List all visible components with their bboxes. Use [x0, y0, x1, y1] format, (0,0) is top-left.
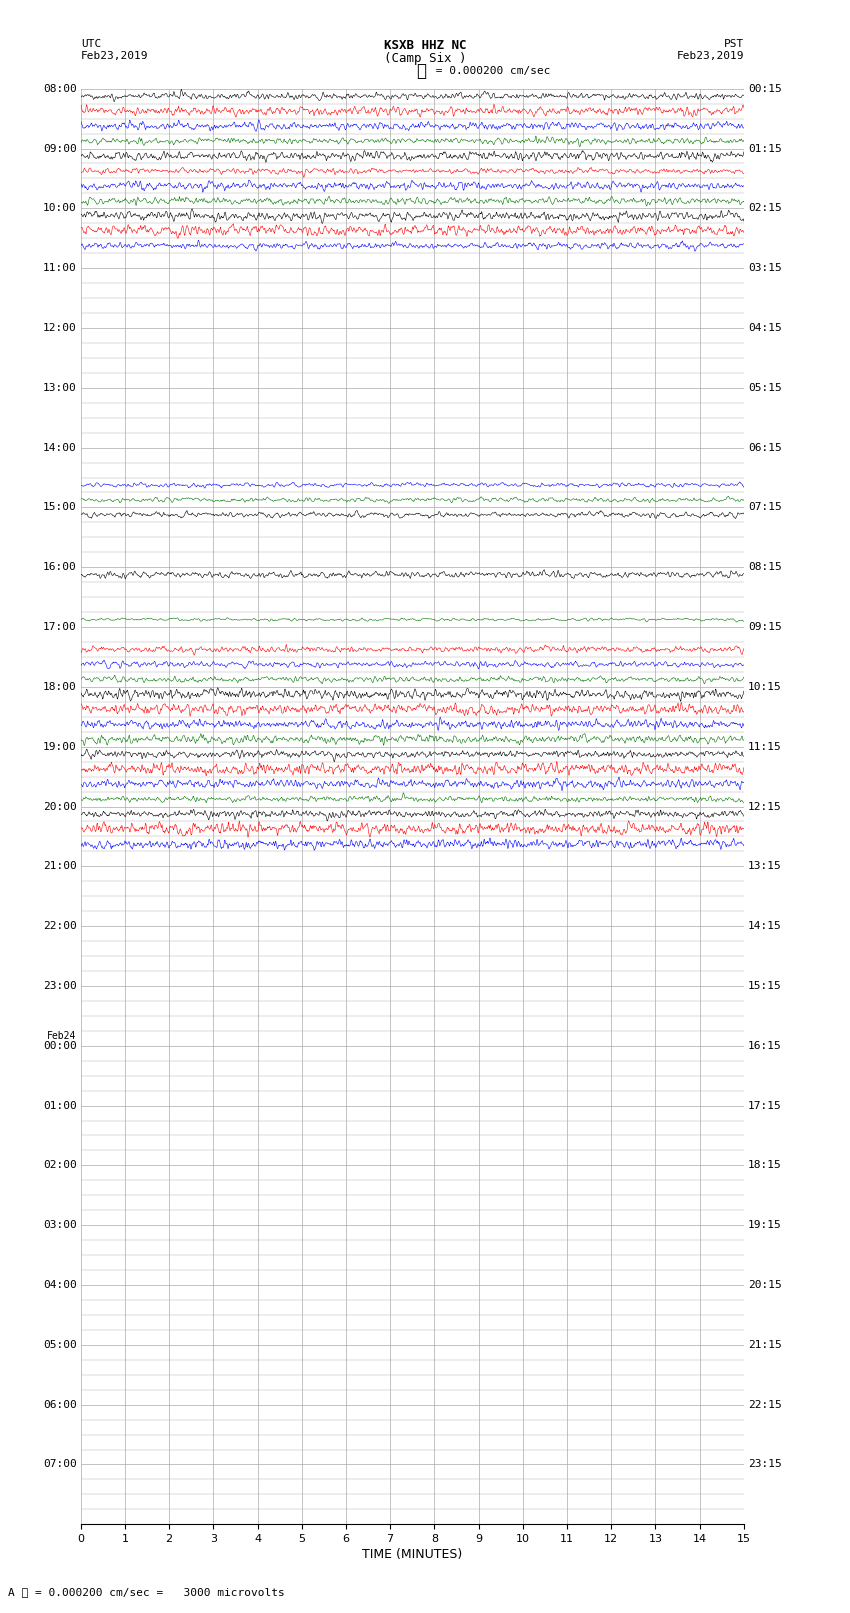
Text: 13:15: 13:15 — [748, 861, 782, 871]
Text: 06:15: 06:15 — [748, 442, 782, 453]
Text: 16:00: 16:00 — [42, 563, 76, 573]
Text: (Camp Six ): (Camp Six ) — [383, 52, 467, 65]
Text: 04:00: 04:00 — [42, 1281, 76, 1290]
Text: 03:00: 03:00 — [42, 1219, 76, 1231]
Text: 09:00: 09:00 — [42, 144, 76, 153]
Text: A ⎹ = 0.000200 cm/sec =   3000 microvolts: A ⎹ = 0.000200 cm/sec = 3000 microvolts — [8, 1587, 286, 1597]
Text: 03:15: 03:15 — [748, 263, 782, 273]
Text: 14:15: 14:15 — [748, 921, 782, 931]
Text: 02:00: 02:00 — [42, 1160, 76, 1171]
Text: 15:15: 15:15 — [748, 981, 782, 990]
Text: 02:15: 02:15 — [748, 203, 782, 213]
Text: 11:15: 11:15 — [748, 742, 782, 752]
Text: 07:15: 07:15 — [748, 502, 782, 513]
Text: 01:15: 01:15 — [748, 144, 782, 153]
Text: 23:00: 23:00 — [42, 981, 76, 990]
Text: 18:15: 18:15 — [748, 1160, 782, 1171]
Text: 04:15: 04:15 — [748, 323, 782, 332]
Text: 00:00: 00:00 — [42, 1040, 76, 1050]
Text: Feb23,2019: Feb23,2019 — [81, 52, 148, 61]
Text: 01:00: 01:00 — [42, 1100, 76, 1111]
Text: 11:00: 11:00 — [42, 263, 76, 273]
Text: 20:00: 20:00 — [42, 802, 76, 811]
Text: 17:00: 17:00 — [42, 623, 76, 632]
Text: Feb24: Feb24 — [47, 1031, 76, 1040]
Text: 19:00: 19:00 — [42, 742, 76, 752]
Text: 08:15: 08:15 — [748, 563, 782, 573]
Text: 21:15: 21:15 — [748, 1340, 782, 1350]
Text: ⎹: ⎹ — [416, 61, 426, 81]
Text: PST: PST — [723, 39, 744, 48]
X-axis label: TIME (MINUTES): TIME (MINUTES) — [362, 1548, 462, 1561]
Text: 22:00: 22:00 — [42, 921, 76, 931]
Text: 10:00: 10:00 — [42, 203, 76, 213]
Text: 08:00: 08:00 — [42, 84, 76, 94]
Text: 17:15: 17:15 — [748, 1100, 782, 1111]
Text: 09:15: 09:15 — [748, 623, 782, 632]
Text: 23:15: 23:15 — [748, 1460, 782, 1469]
Text: 22:15: 22:15 — [748, 1400, 782, 1410]
Text: 13:00: 13:00 — [42, 382, 76, 394]
Text: 16:15: 16:15 — [748, 1040, 782, 1050]
Text: 20:15: 20:15 — [748, 1281, 782, 1290]
Text: 05:00: 05:00 — [42, 1340, 76, 1350]
Text: UTC: UTC — [81, 39, 101, 48]
Text: 06:00: 06:00 — [42, 1400, 76, 1410]
Text: 12:15: 12:15 — [748, 802, 782, 811]
Text: 15:00: 15:00 — [42, 502, 76, 513]
Text: 07:00: 07:00 — [42, 1460, 76, 1469]
Text: = 0.000200 cm/sec: = 0.000200 cm/sec — [429, 66, 551, 76]
Text: 14:00: 14:00 — [42, 442, 76, 453]
Text: KSXB HHZ NC: KSXB HHZ NC — [383, 39, 467, 52]
Text: 19:15: 19:15 — [748, 1219, 782, 1231]
Text: 21:00: 21:00 — [42, 861, 76, 871]
Text: 12:00: 12:00 — [42, 323, 76, 332]
Text: 18:00: 18:00 — [42, 682, 76, 692]
Text: Feb23,2019: Feb23,2019 — [677, 52, 744, 61]
Text: 05:15: 05:15 — [748, 382, 782, 394]
Text: 00:15: 00:15 — [748, 84, 782, 94]
Text: 10:15: 10:15 — [748, 682, 782, 692]
